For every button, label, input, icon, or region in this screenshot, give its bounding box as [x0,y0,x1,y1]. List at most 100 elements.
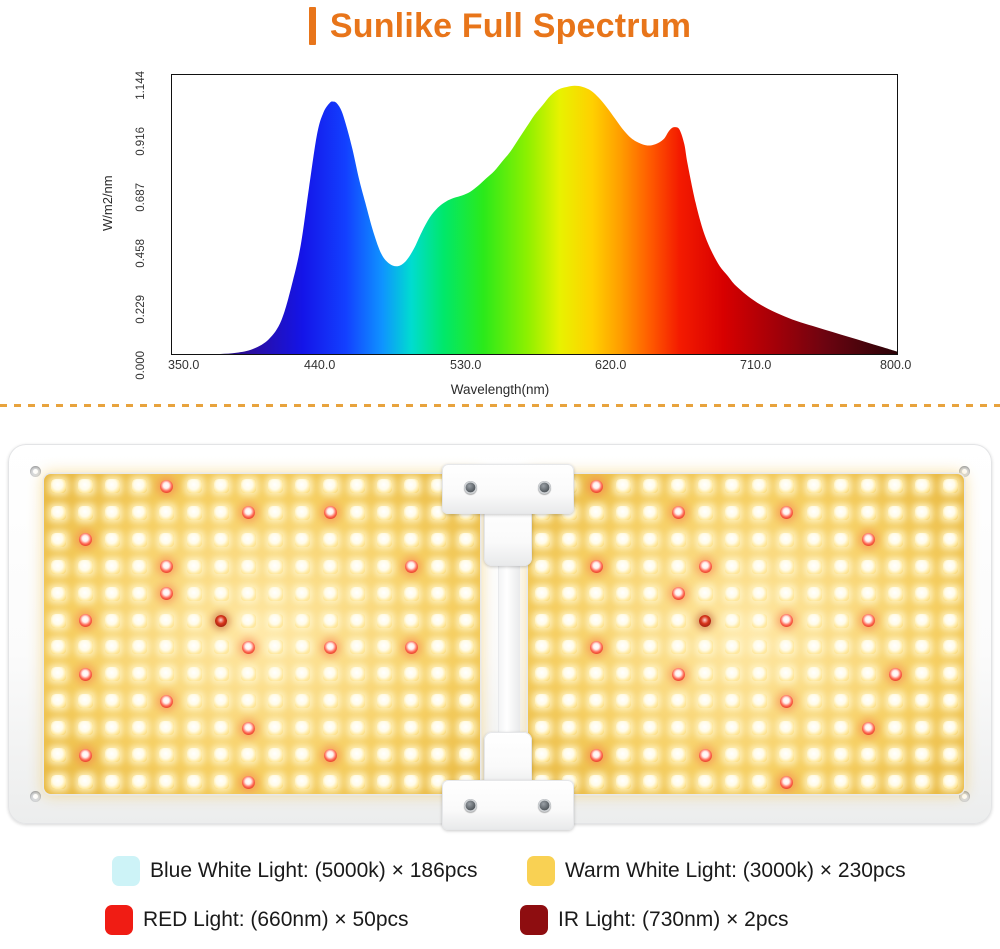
led-white [77,694,93,709]
led-white [404,667,420,682]
led-white [404,613,420,628]
led-red [671,587,685,601]
led-white [104,640,120,655]
led-white [942,748,958,763]
led-white [860,775,876,789]
mount-hole-bottom-right [959,791,970,802]
led-white [588,775,604,789]
led-white [534,640,550,655]
led-white [697,694,713,709]
led-white [50,640,66,655]
led-white [186,532,202,547]
bracket-top-bolt-right [538,481,551,494]
led-white [159,748,175,763]
led-white [50,586,66,601]
led-red [241,506,255,520]
led-white [376,775,392,789]
led-white [942,479,958,493]
led-white [888,479,904,493]
led-red [671,667,685,681]
led-white [268,775,284,789]
led-white [670,532,686,547]
led-red [241,721,255,735]
led-white [213,479,229,493]
led-white [295,532,311,547]
led-white [915,694,931,709]
led-white [752,613,768,628]
led-white [349,640,365,655]
led-white [295,586,311,601]
led-white [561,613,577,628]
led-white [458,748,474,763]
led-white [186,640,202,655]
led-white [833,694,849,709]
led-white [322,721,338,736]
led-white [806,667,822,682]
led-white [588,532,604,547]
led-white [534,721,550,736]
led-white [561,721,577,736]
led-white [77,640,93,655]
led-white [268,532,284,547]
led-red [241,775,255,789]
led-white [534,667,550,682]
led-white [213,532,229,547]
led-white [860,667,876,682]
led-white [213,748,229,763]
y-tick-3: 0.687 [135,183,147,212]
led-red [589,479,603,493]
led-white [588,721,604,736]
led-white [295,748,311,763]
led-white [915,532,931,547]
legend-swatch-red [105,905,133,935]
led-white [159,721,175,736]
led-white [186,667,202,682]
led-white [349,479,365,493]
bracket-top [442,464,574,514]
y-tick-4: 0.916 [135,127,147,156]
led-red [780,614,794,628]
led-white [240,613,256,628]
led-white [104,748,120,763]
led-white [888,640,904,655]
x-tick-0: 350.0 [168,358,200,372]
led-white [295,667,311,682]
led-red [78,533,92,547]
led-red [323,506,337,520]
led-white [404,694,420,709]
led-red [780,775,794,789]
legend-label-red: RED Light: (660nm) × 50pcs [143,908,409,931]
led-white [561,559,577,574]
led-white [888,721,904,736]
led-white [240,559,256,574]
led-white [431,721,447,736]
led-white [860,559,876,574]
legend-item-ir: IR Light: (730nm) × 2pcs [520,905,789,935]
led-white [322,667,338,682]
led-white [240,532,256,547]
led-white [643,640,659,655]
mount-hole-top-left [30,466,41,477]
led-white [806,505,822,520]
led-white [404,721,420,736]
led-white [376,667,392,682]
legend-label-blue-white: Blue White Light: (5000k) × 186pcs [150,859,478,882]
led-white [697,721,713,736]
led-white [860,586,876,601]
led-red [160,560,174,574]
led-white [186,775,202,789]
led-white [77,559,93,574]
led-white [942,586,958,601]
led-white [159,613,175,628]
led-white [752,694,768,709]
led-white [458,586,474,601]
led-white [942,559,958,574]
led-white [349,775,365,789]
led-white [942,505,958,520]
led-board-right [528,474,964,794]
led-white [942,721,958,736]
led-white [213,694,229,709]
led-red [78,748,92,762]
led-white [534,532,550,547]
led-white [833,479,849,493]
